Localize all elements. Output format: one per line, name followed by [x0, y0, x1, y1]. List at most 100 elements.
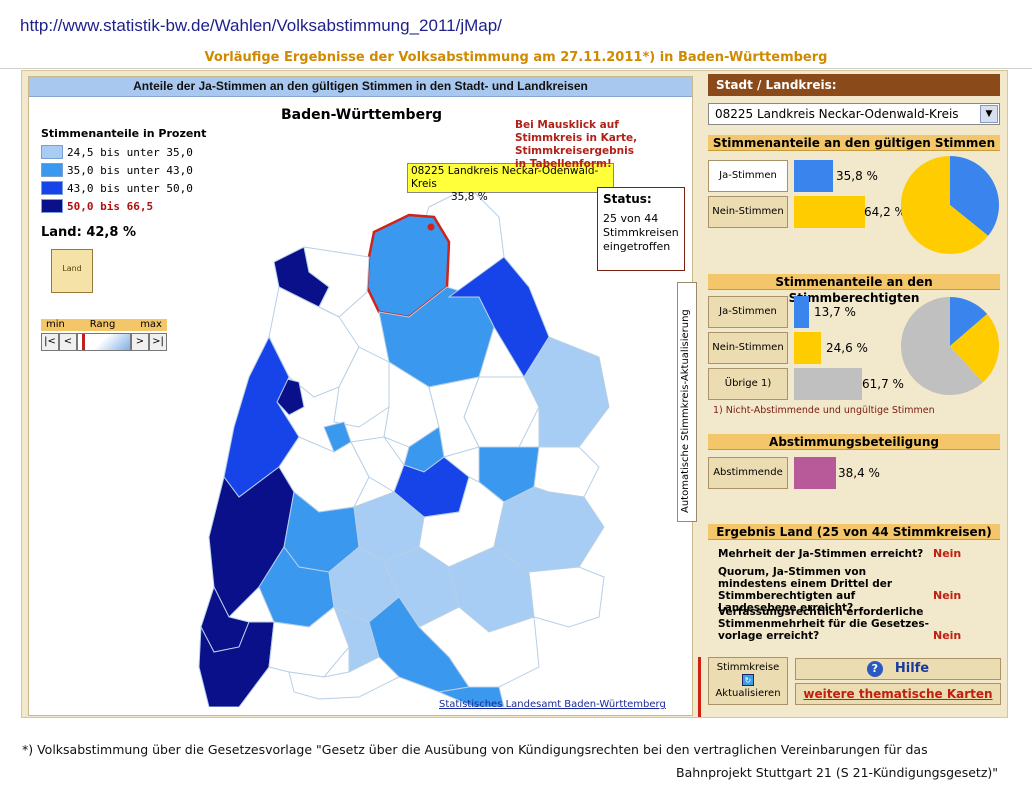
- footnote-line-1: *) Volksabstimmung über die Gesetzesvorl…: [22, 742, 928, 757]
- rang-slider[interactable]: [77, 333, 131, 351]
- rang-first-button[interactable]: |<: [41, 333, 59, 351]
- kreis-ulm[interactable]: [528, 566, 605, 628]
- aktualisieren-button[interactable]: Stimmkreise ↻ Aktualisieren: [708, 657, 788, 705]
- kreis-ostalb[interactable]: [523, 336, 610, 448]
- uebrige-button[interactable]: Übrige 1): [708, 368, 788, 400]
- map-title: Baden-Württemberg: [280, 107, 442, 123]
- section-stimmberechtigte: Stimmenanteile an den Stimmberechtigten: [708, 274, 1000, 305]
- help-icon: ?: [866, 661, 883, 677]
- rang-next-button[interactable]: >: [131, 333, 149, 351]
- legend-label: 50,0 bis 66,5: [67, 199, 154, 213]
- land-result: Land: 42,8 %: [41, 225, 136, 240]
- pie-slice: [950, 156, 999, 236]
- aktualisieren-line1: Stimmkreise: [716, 662, 780, 673]
- kreis-ravensburg[interactable]: [418, 606, 540, 688]
- nein-stimmen-berechtigt-button[interactable]: Nein-Stimmen: [708, 332, 788, 364]
- ergebnis-row: Verfassungsrechtlich erforderliche Stimm…: [718, 606, 961, 642]
- ergebnis-question: Quorum, Ja-Stimmen von mindestens einem …: [718, 566, 893, 614]
- abstimmende-button[interactable]: Abstimmende: [708, 457, 788, 489]
- refresh-icon: ↻: [742, 674, 754, 686]
- pie-slice: [950, 314, 999, 383]
- legend-label: 43,0 bis unter 50,0: [67, 181, 193, 195]
- kreis-bodensee[interactable]: [437, 686, 505, 707]
- pie-slice: [901, 156, 989, 254]
- legend-title: Stimmenanteile in Prozent: [41, 127, 207, 140]
- beteiligung-bar: [794, 457, 836, 489]
- uebrige-bar: [794, 368, 862, 400]
- kreis-schwarzwald-baar[interactable]: [268, 606, 350, 678]
- ergebnis-row: Quorum, Ja-Stimmen von mindestens einem …: [718, 566, 961, 614]
- nein-stimmen-button[interactable]: Nein-Stimmen: [708, 196, 788, 228]
- pie-gueltige-stimmen: [901, 156, 999, 254]
- map-panel: Anteile der Ja-Stimmen an den gültigen S…: [28, 76, 701, 717]
- legend-label: 24,5 bis unter 35,0: [67, 145, 193, 159]
- rang-prev-button[interactable]: <: [59, 333, 77, 351]
- ergebnis-answer: Nein: [933, 629, 962, 642]
- ja-berechtigt-value: 13,7 %: [814, 305, 856, 319]
- app-frame: Anteile der Ja-Stimmen an den gültigen S…: [21, 70, 1008, 718]
- tooltip-kreis-value: 35,8 %: [451, 191, 488, 203]
- beteiligung-value: 38,4 %: [838, 466, 880, 480]
- status-box: Status: 25 von 44 Stimmkreisen eingetrof…: [597, 187, 685, 271]
- kreis-waldshut[interactable]: [288, 656, 400, 700]
- kreis-header: Stadt / Landkreis:: [708, 74, 1000, 96]
- legend-item: 50,0 bis 66,5: [41, 199, 153, 214]
- ergebnis-row: Mehrheit der Ja-Stimmen erreicht? Nein: [718, 547, 998, 561]
- baden-wuerttemberg-map[interactable]: [129, 147, 629, 707]
- rang-controls: |< < > >|: [41, 333, 167, 351]
- status-text: 25 von 44 Stimmkreisen eingetroffen: [603, 212, 679, 253]
- auto-update-toggle[interactable]: Automatische Stimmkreis-Aktualisierung: [677, 282, 697, 522]
- rang-slider-thumb[interactable]: [82, 334, 85, 350]
- ergebnis-question: Mehrheit der Ja-Stimmen erreicht?: [718, 548, 924, 560]
- source-link[interactable]: Statistisches Landesamt Baden-Württember…: [439, 699, 666, 710]
- pie-slice: [901, 297, 983, 395]
- legend-swatch: [41, 145, 63, 159]
- section-ergebnis-land: Ergebnis Land (25 von 44 Stimmkreisen): [708, 524, 1000, 540]
- click-hint: Bei Mausklick auf Stimmkreis in Karte, S…: [515, 119, 638, 170]
- legend-item: 35,0 bis unter 43,0: [41, 163, 193, 178]
- kreis-select-value: 08225 Landkreis Neckar-Odenwald-Kreis: [715, 107, 959, 121]
- legend-item: 43,0 bis unter 50,0: [41, 181, 193, 196]
- pie-stimmberechtigte: [901, 297, 999, 395]
- rang-max-label: max: [140, 319, 162, 330]
- map-marker-pin: [427, 223, 435, 231]
- legend-label: 35,0 bis unter 43,0: [67, 163, 193, 177]
- aktualisieren-line2: Aktualisieren: [715, 688, 781, 699]
- ergebnis-answer: Nein: [933, 547, 962, 560]
- hilfe-label: Hilfe: [894, 661, 930, 676]
- uebrige-value: 61,7 %: [862, 377, 904, 391]
- tooltip-kreis-name: 08225 Landkreis Neckar-Odenwald-Kreis: [411, 165, 599, 190]
- legend-swatch: [41, 163, 63, 177]
- divider: [0, 68, 1032, 69]
- ja-stimmen-button[interactable]: Ja-Stimmen: [708, 160, 788, 192]
- splitter-indicator: [698, 657, 701, 717]
- map-panel-title: Anteile der Ja-Stimmen an den gültigen S…: [29, 77, 692, 97]
- weitere-karten-link[interactable]: weitere thematische Karten: [795, 683, 1001, 705]
- land-map-icon[interactable]: Land: [51, 249, 93, 293]
- chevron-down-icon[interactable]: ▼: [980, 105, 998, 123]
- map-tooltip: 08225 Landkreis Neckar-Odenwald-Kreis 35…: [407, 163, 614, 203]
- page-subtitle: Vorläufige Ergebnisse der Volksabstimmun…: [204, 50, 828, 65]
- rang-last-button[interactable]: >|: [149, 333, 167, 351]
- rang-control: min Rang max |< < > >|: [41, 319, 167, 351]
- hilfe-button[interactable]: ? Hilfe: [795, 658, 1001, 680]
- legend-swatch: [41, 199, 63, 213]
- section-gueltige-stimmen: Stimmenanteile an den gültigen Stimmen: [708, 135, 1000, 151]
- auto-update-label: Automatische Stimmkreis-Aktualisierung: [680, 309, 691, 513]
- ergebnis-question: Verfassungsrechtlich erforderliche Stimm…: [718, 606, 929, 642]
- nein-berechtigt-value: 24,6 %: [826, 341, 868, 355]
- rang-min-label: min: [46, 319, 65, 330]
- kreis-heidenheim[interactable]: [533, 446, 600, 498]
- footnote-uebrige: 1) Nicht-Abstimmende und ungültige Stimm…: [713, 405, 935, 416]
- ja-berechtigt-bar: [794, 296, 809, 328]
- kreis-select[interactable]: 08225 Landkreis Neckar-Odenwald-Kreis ▼: [708, 103, 1000, 125]
- footnote-line-2: Bahnprojekt Stuttgart 21 (S 21-Kündigung…: [676, 765, 999, 780]
- ergebnis-answer: Nein: [933, 589, 962, 602]
- rang-label: Rang: [89, 319, 116, 330]
- ja-gueltig-bar: [794, 160, 833, 192]
- rang-labels: min Rang max: [41, 319, 167, 331]
- pie-slice: [950, 297, 988, 346]
- section-beteiligung: Abstimmungsbeteiligung: [708, 434, 1000, 450]
- ja-stimmen-berechtigt-button[interactable]: Ja-Stimmen: [708, 296, 788, 328]
- status-title: Status:: [603, 192, 652, 206]
